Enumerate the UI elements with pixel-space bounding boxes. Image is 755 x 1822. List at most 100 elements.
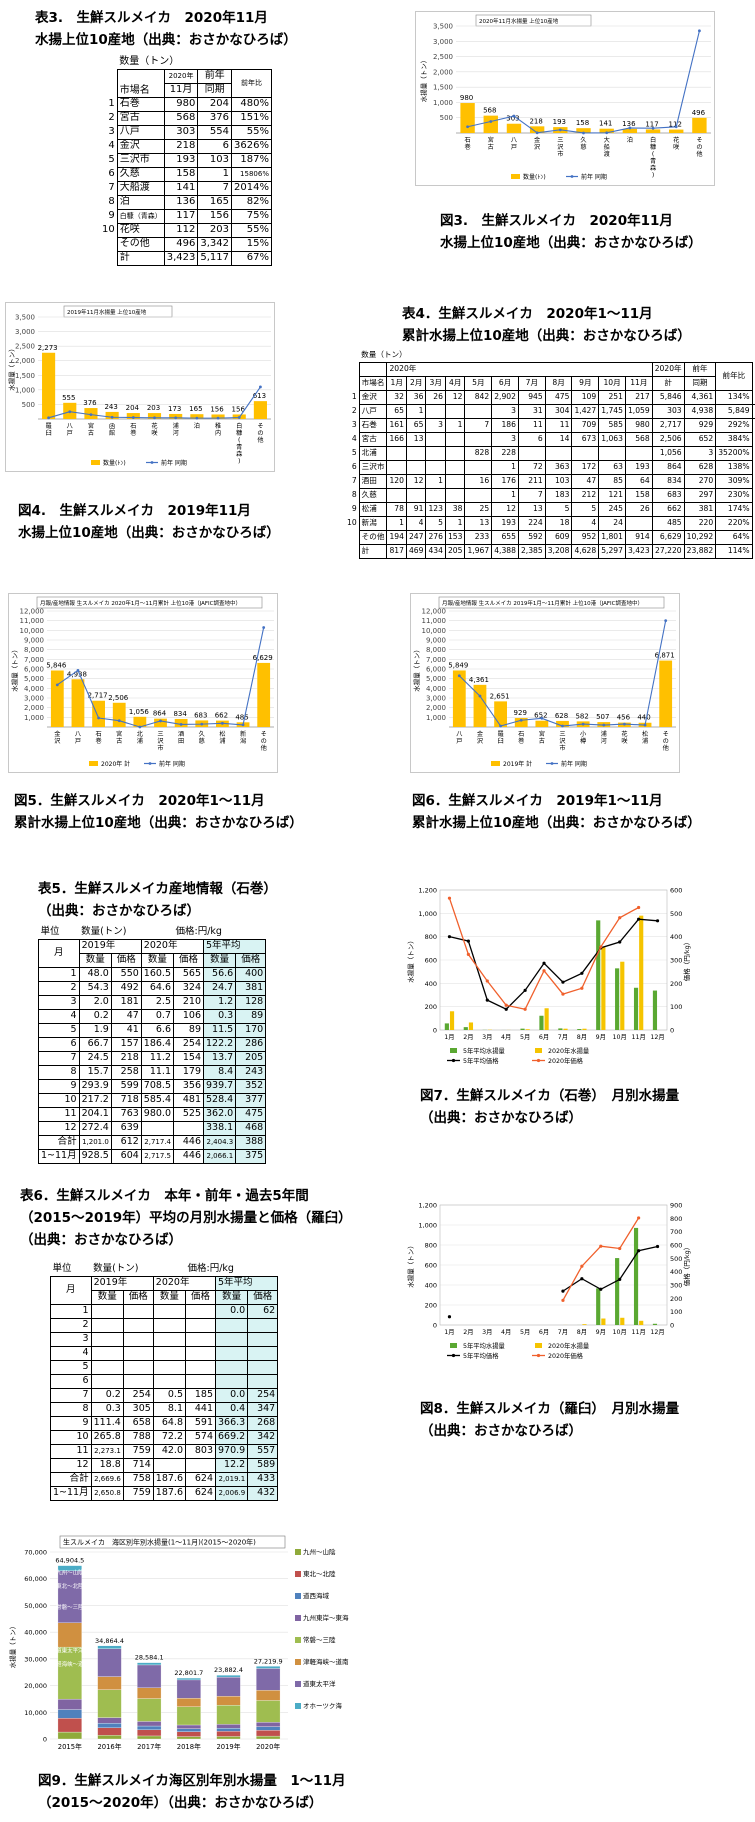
value-cell	[247, 1345, 279, 1361]
value-cell: 342	[247, 1429, 279, 1445]
caption-line: （出典：おさかなひろば）	[20, 1232, 182, 1248]
table-header-cell: 同期	[197, 82, 233, 98]
x-tick-label: 沢	[477, 737, 484, 745]
table-header-cell: 計	[651, 375, 685, 391]
market-name-cell: 泊	[116, 194, 165, 210]
value-cell: 2,902	[491, 389, 519, 405]
legend-swatch	[295, 1681, 301, 1687]
value-cell: 13.7	[202, 1050, 237, 1066]
legend-label: 2020年水揚量	[548, 1341, 590, 1350]
line-point	[153, 416, 156, 420]
month-cell: 10	[38, 1092, 80, 1108]
value-cell: 970.9	[214, 1443, 249, 1459]
stacked-segment	[256, 1730, 281, 1737]
table-header-cell: 価格	[122, 1289, 154, 1305]
value-cell: 18	[544, 515, 573, 531]
value-cell: 212	[571, 487, 600, 503]
stacked-segment	[57, 1622, 82, 1648]
bar	[633, 987, 639, 1030]
table-row: 8 0.3 305 8.1 441 0.4 347	[50, 1401, 279, 1417]
value-cell: 16	[464, 473, 493, 489]
x-tick-label: 市	[157, 744, 163, 752]
table-header-cell: 同期	[683, 375, 717, 391]
x-tick-label: 石	[95, 731, 101, 738]
x-tick-label: 1月	[444, 1033, 454, 1041]
rank-cell: 6	[108, 168, 115, 179]
value-cell: 2,066.1	[202, 1148, 237, 1164]
value-cell	[185, 1303, 216, 1319]
value-cell: 469	[405, 543, 427, 559]
value-cell: 220	[683, 515, 717, 531]
value-cell: 4	[405, 515, 427, 531]
data-label: 929	[514, 709, 527, 717]
value-cell: 496	[163, 236, 199, 252]
ratio-cell: 67%	[231, 250, 272, 266]
y2-tick-label: 0	[670, 1027, 674, 1035]
table-row: 1~11月 2,650.8 759 187.6 624 2,006.9 432	[50, 1485, 279, 1501]
value-cell	[185, 1359, 216, 1375]
x-tick-label: )	[652, 172, 654, 179]
value-cell: 708.5	[140, 1078, 175, 1094]
value-cell: 0.3	[202, 1008, 237, 1024]
value-cell: 914	[624, 529, 653, 545]
value-cell	[122, 1373, 154, 1389]
ratio-cell: 15%	[231, 236, 272, 252]
value-cell	[598, 445, 626, 461]
data-label: 136	[622, 120, 636, 128]
value-cell: 157	[110, 1036, 142, 1052]
x-tick-label: 八	[456, 731, 463, 738]
legend-swatch	[91, 460, 100, 465]
data-label: 376	[83, 399, 97, 407]
value-cell: 432	[247, 1485, 279, 1501]
legend-label: オホーツク海	[303, 1701, 342, 1710]
value-cell: 945	[517, 389, 546, 405]
rank-cell: 4	[351, 434, 357, 443]
caption-line: 水揚上位10産地（出典：おさかなひろば）	[440, 235, 702, 251]
month-cell: 1~11月	[50, 1485, 92, 1501]
table-header-cell: 市場名	[358, 375, 388, 391]
data-label: 2,506	[108, 694, 129, 702]
stacked-segment	[216, 1676, 241, 1697]
x-tick-label: 白	[236, 422, 242, 430]
value-cell: 204.1	[78, 1106, 112, 1122]
segment-label: 九州～山陰	[56, 1568, 84, 1576]
x-tick-label: 稚	[215, 422, 221, 430]
x-tick-label: 花	[673, 136, 679, 144]
rank-cell: 5	[351, 448, 357, 457]
x-tick-label: (	[652, 151, 654, 158]
x-tick-label: 三	[157, 731, 163, 738]
value-cell: 3,423	[163, 250, 199, 266]
value-cell: 376	[197, 110, 233, 126]
value-cell: 211	[517, 473, 546, 489]
y-tick-label: 0	[433, 1322, 437, 1330]
value-cell: 624	[185, 1471, 216, 1487]
x-tick-label: 12月	[650, 1033, 664, 1041]
data-label: 165	[189, 405, 202, 413]
value-cell: 433	[247, 1471, 279, 1487]
table-row: 3 八戸 303 554 55%	[100, 124, 272, 140]
month-cell: 2	[38, 980, 80, 996]
line-point	[237, 416, 241, 419]
legend-label: 前年 同期	[561, 760, 587, 768]
value-cell: 158	[163, 166, 199, 182]
x-tick-label: 田	[178, 738, 184, 745]
x-tick-label: 古	[116, 737, 122, 745]
line-point	[558, 128, 562, 132]
y2-tick-label: 400	[670, 933, 682, 941]
value-cell: 1	[491, 487, 519, 503]
stacked-segment	[57, 1709, 82, 1719]
fig7-svg: 1,200 1,000 800 600 400 200 0 600 500 400 300 200 10…	[406, 887, 691, 1066]
value-cell: 381	[235, 980, 267, 996]
bar	[620, 961, 625, 1030]
value-cell: 0.2	[78, 1008, 112, 1024]
x-tick-label: 市	[557, 150, 563, 158]
bar	[494, 701, 507, 727]
legend-label: 数量(ﾄﾝ)	[523, 173, 546, 181]
value-cell: 1	[425, 473, 446, 489]
caption-line: 表5．生鮮スルメイカ産地情報（石巻）	[38, 881, 277, 897]
bar	[112, 702, 126, 727]
y2-tick-label: 200	[670, 1295, 682, 1303]
legend-swatch	[570, 175, 574, 178]
table-row: 1~11月 928.5 604 2,717.5 446 2,066.1 375	[38, 1148, 267, 1164]
month-cell: 合計	[38, 1134, 80, 1150]
